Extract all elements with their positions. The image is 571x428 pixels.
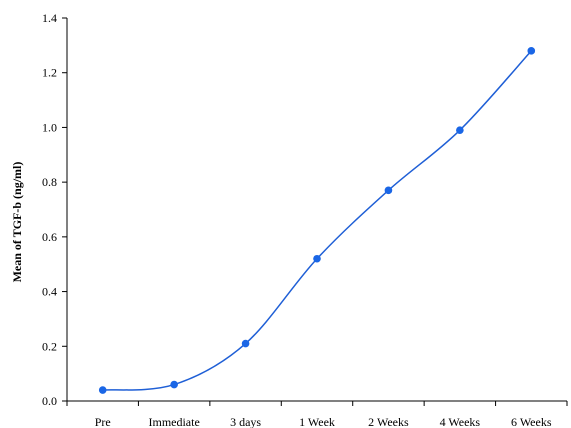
data-point [313, 254, 321, 263]
x-tick-label: Pre [95, 415, 111, 428]
x-axis-ticks: Pre Immediate 3 days 1 Week 2 Weeks 4 Weeks 6 … [66, 401, 568, 428]
series-layer [98, 47, 536, 394]
data-point [98, 386, 107, 394]
y-tick-label: 1.0 [42, 120, 57, 134]
y-tick-label: 0.0 [42, 394, 57, 408]
y-tick-label: 0.2 [42, 339, 57, 353]
x-tick-label: Immediate [148, 415, 199, 428]
y-tick-label: 0.6 [42, 230, 57, 244]
y-axis-ticks: 0.0 0.2 0.4 0.6 0.8 1.0 1.2 1.4 [42, 11, 67, 408]
axes [66, 18, 567, 402]
y-tick-label: 1.4 [42, 11, 57, 25]
y-tick-label: 0.4 [42, 285, 57, 299]
x-tick-label: 2 Weeks [368, 415, 409, 428]
x-tick-label: 6 Weeks [511, 415, 552, 428]
y-axis-title: Mean of TGF-b (ng/ml) [10, 162, 24, 283]
data-point [384, 186, 393, 195]
x-tick-label: 4 Weeks [440, 415, 481, 428]
series-line [102, 50, 532, 391]
data-point [241, 339, 250, 348]
data-point [456, 126, 464, 134]
y-tick-label: 1.2 [42, 66, 57, 80]
x-tick-label: 3 days [230, 415, 261, 428]
data-point [170, 380, 178, 389]
data-point [527, 47, 536, 55]
y-tick-label: 0.8 [42, 175, 57, 189]
x-tick-label: 1 Week [299, 415, 335, 428]
